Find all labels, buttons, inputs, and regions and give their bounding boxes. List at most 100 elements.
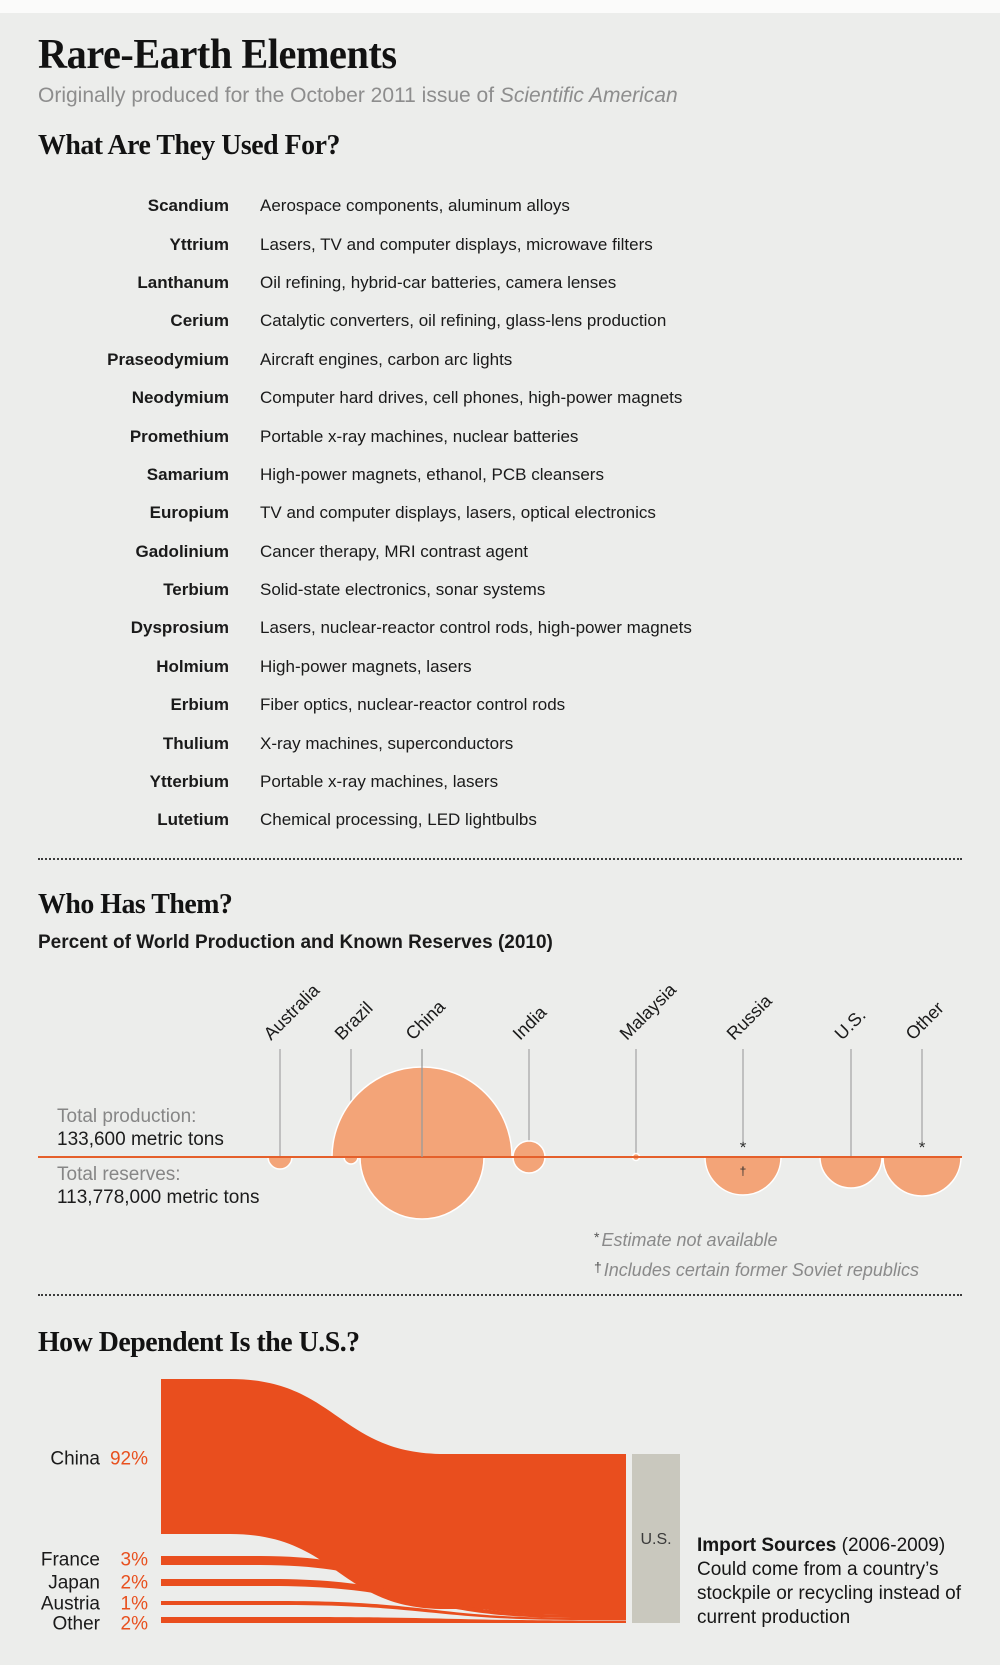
footnote-soviet: † Includes certain former Soviet republic… bbox=[594, 1254, 919, 1284]
total-production-label: Total production: 133,600 metric tons bbox=[57, 1105, 224, 1151]
element-uses: Cancer therapy, MRI contrast agent bbox=[260, 541, 529, 561]
import-flow-band bbox=[161, 1617, 626, 1623]
element-row: Neodymium Computer hard drives, cell phon… bbox=[0, 379, 980, 417]
element-name: Holmium bbox=[156, 656, 229, 676]
element-uses: Aerospace components, aluminum alloys bbox=[260, 196, 570, 216]
element-name: Samarium bbox=[146, 464, 229, 484]
element-row: Scandium Aerospace components, aluminum a… bbox=[0, 187, 980, 225]
flow-country-label: Other bbox=[52, 1614, 100, 1635]
subtitle-prefix: Originally produced for the October 2011… bbox=[38, 84, 500, 107]
page-subtitle: Originally produced for the October 2011… bbox=[38, 84, 678, 108]
country-label: China bbox=[402, 996, 450, 1044]
import-flow-band bbox=[161, 1556, 626, 1615]
element-uses: Oil refining, hybrid-car batteries, came… bbox=[260, 272, 617, 292]
element-uses: Chemical processing, LED lightbulbs bbox=[260, 810, 537, 830]
element-name: Lanthanum bbox=[137, 272, 229, 292]
total-reserves-value: 113,778,000 metric tons bbox=[57, 1187, 260, 1208]
reserves-bubble bbox=[267, 1156, 293, 1170]
country-label: Australia bbox=[260, 979, 324, 1043]
imports-caption-body: Could come from a country’s stockpile or… bbox=[697, 1559, 962, 1628]
import-flow-band bbox=[161, 1379, 626, 1609]
flow-percent-label: 92% bbox=[110, 1449, 148, 1470]
imports-caption: Import Sources (2006-2009) Could come fr… bbox=[697, 1534, 965, 1630]
soviet-dagger: † bbox=[740, 1164, 747, 1178]
flow-percent-label: 2% bbox=[121, 1614, 149, 1635]
element-uses-table: Scandium Aerospace components, aluminum a… bbox=[0, 187, 980, 840]
uses-section-heading: What Are They Used For? bbox=[38, 129, 340, 161]
element-row: Cerium Catalytic converters, oil refining… bbox=[0, 302, 980, 340]
element-name: Praseodymium bbox=[107, 349, 229, 369]
page-title: Rare-Earth Elements bbox=[38, 32, 397, 78]
element-uses: High-power magnets, ethanol, PCB cleanse… bbox=[260, 464, 604, 484]
flow-percent-label: 2% bbox=[121, 1573, 149, 1594]
element-name: Lutetium bbox=[157, 810, 229, 830]
element-uses: TV and computer displays, lasers, optica… bbox=[260, 503, 656, 523]
imports-caption-years: (2006-2009) bbox=[836, 1535, 946, 1556]
imports-caption-title: Import Sources bbox=[697, 1535, 837, 1556]
element-row: Europium TV and computer displays, lasers… bbox=[0, 494, 980, 532]
country-label: Malaysia bbox=[616, 979, 681, 1044]
flow-country-label: Japan bbox=[48, 1573, 100, 1594]
reserves-bubble bbox=[359, 1156, 485, 1220]
footnote-estimate: * Estimate not available bbox=[594, 1224, 919, 1254]
element-uses: Fiber optics, nuclear-reactor control ro… bbox=[260, 695, 566, 715]
who-section-heading: Who Has Them? bbox=[38, 888, 233, 920]
element-name: Erbium bbox=[170, 695, 229, 715]
country-label: India bbox=[509, 1001, 551, 1043]
element-name: Yttrium bbox=[169, 234, 230, 254]
country-label: Brazil bbox=[331, 998, 377, 1044]
element-uses: Aircraft engines, carbon arc lights bbox=[260, 349, 513, 369]
flow-country-label: France bbox=[41, 1550, 100, 1571]
subtitle-publication: Scientific American bbox=[499, 84, 678, 107]
element-name: Gadolinium bbox=[135, 541, 230, 561]
element-row: Lanthanum Oil refining, hybrid-car batter… bbox=[0, 264, 980, 302]
element-uses: Lasers, TV and computer displays, microw… bbox=[260, 234, 653, 254]
element-name: Promethium bbox=[129, 426, 229, 446]
element-row: Holmium High-power magnets, lasers bbox=[0, 648, 980, 686]
element-uses: Catalytic converters, oil refining, glas… bbox=[260, 311, 667, 331]
reserves-bubble bbox=[882, 1156, 962, 1197]
total-reserves-caption: Total reserves: bbox=[57, 1164, 181, 1185]
element-row: Thulium X-ray machines, superconductors bbox=[0, 724, 980, 762]
element-row: Ytterbium Portable x-ray machines, lasers bbox=[0, 763, 980, 801]
production-reserves-bubble-chart: Australia Brazil China India Malaysia * † Russi… bbox=[38, 979, 962, 1220]
section-divider bbox=[38, 1294, 962, 1296]
element-row: Dysprosium Lasers, nuclear-reactor contro… bbox=[0, 609, 980, 647]
element-row: Praseodymium Aircraft engines, carbon arc… bbox=[0, 341, 980, 379]
import-flow-band bbox=[161, 1579, 626, 1618]
who-section-subheading: Percent of World Production and Known Re… bbox=[38, 932, 553, 953]
flow-country-label: China bbox=[50, 1449, 100, 1470]
element-uses: High-power magnets, lasers bbox=[260, 656, 472, 676]
element-row: Lutetium Chemical processing, LED lightbu… bbox=[0, 801, 980, 839]
element-name: Thulium bbox=[162, 733, 229, 753]
asterisk-marker: * bbox=[594, 1229, 600, 1245]
total-reserves-label: Total reserves: 113,778,000 metric tons bbox=[57, 1163, 259, 1209]
chart-footnotes: * Estimate not available † Includes certai… bbox=[594, 1224, 919, 1284]
dagger-marker: † bbox=[594, 1259, 602, 1275]
total-production-value: 133,600 metric tons bbox=[57, 1129, 224, 1150]
country-label: U.S. bbox=[831, 1005, 870, 1044]
element-name: Neodymium bbox=[131, 388, 229, 408]
element-uses: X-ray machines, superconductors bbox=[260, 733, 514, 753]
estimate-asterisk: * bbox=[740, 1138, 747, 1157]
element-uses: Portable x-ray machines, nuclear batteri… bbox=[260, 426, 579, 446]
element-uses: Portable x-ray machines, lasers bbox=[260, 772, 499, 792]
element-row: Yttrium Lasers, TV and computer displays,… bbox=[0, 225, 980, 263]
element-row: Gadolinium Cancer therapy, MRI contrast a… bbox=[0, 533, 980, 571]
element-name: Terbium bbox=[163, 580, 229, 600]
element-name: Cerium bbox=[170, 311, 229, 331]
flow-country-label: Austria bbox=[41, 1594, 101, 1615]
element-name: Europium bbox=[149, 503, 229, 523]
country-label: Other bbox=[902, 998, 948, 1044]
us-target-label: U.S. bbox=[640, 1531, 671, 1548]
flow-percent-label: 3% bbox=[121, 1550, 149, 1571]
section-divider bbox=[38, 858, 962, 860]
element-uses: Solid-state electronics, sonar systems bbox=[260, 580, 546, 600]
total-production-caption: Total production: bbox=[57, 1106, 197, 1127]
us-target-bar bbox=[632, 1454, 680, 1623]
flow-percent-label: 1% bbox=[121, 1594, 149, 1615]
element-name: Dysprosium bbox=[130, 618, 229, 638]
element-row: Samarium High-power magnets, ethanol, PCB… bbox=[0, 456, 980, 494]
estimate-asterisk: * bbox=[919, 1138, 926, 1157]
